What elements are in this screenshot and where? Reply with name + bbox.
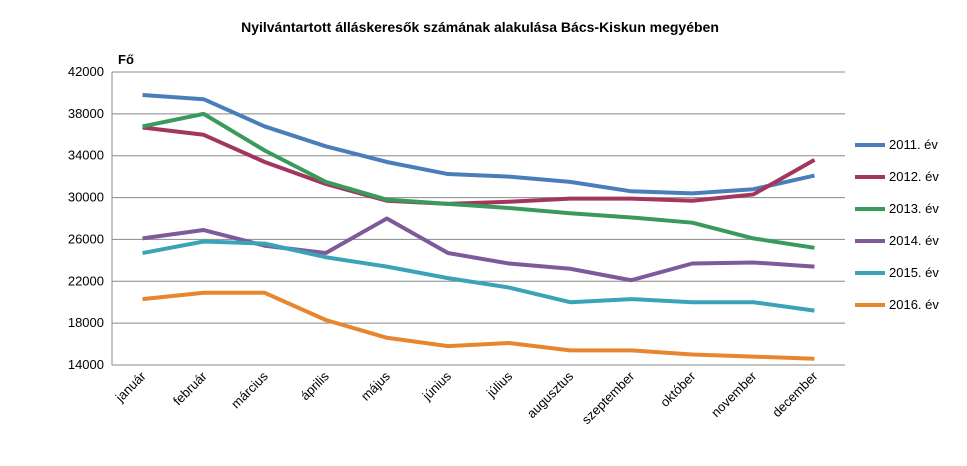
y-tick-label: 22000 <box>68 273 104 288</box>
line-series <box>142 290 815 361</box>
x-tick-label: november <box>708 368 760 420</box>
y-tick-label: 34000 <box>68 148 104 163</box>
chart-title: Nyilvántartott álláskeresők számának ala… <box>241 19 719 35</box>
x-tick-label: augusztus <box>524 368 577 421</box>
line-series <box>142 93 815 196</box>
y-tick-label: 30000 <box>68 190 104 205</box>
x-tick-label: július <box>483 368 516 401</box>
x-tick-label: szeptember <box>579 368 638 427</box>
legend-label: 2015. év <box>889 265 939 280</box>
x-tick-label: január <box>112 368 149 405</box>
legend-label: 2013. év <box>889 201 939 216</box>
legend-label: 2014. év <box>889 233 939 248</box>
x-tick-label: február <box>170 368 210 408</box>
y-tick-label: 26000 <box>68 231 104 246</box>
y-axis-label: Fő <box>118 52 134 67</box>
line-series <box>142 239 815 313</box>
x-tick-label: március <box>228 368 271 411</box>
legend-label: 2012. év <box>889 169 939 184</box>
x-tick-label: december <box>769 368 821 420</box>
y-tick-label: 18000 <box>68 315 104 330</box>
line-series <box>142 125 816 206</box>
y-tick-label: 42000 <box>68 64 104 79</box>
legend-label: 2011. év <box>889 137 938 152</box>
x-tick-label: május <box>358 368 393 403</box>
line-series <box>142 111 815 250</box>
x-tick-label: október <box>657 368 699 410</box>
legend-label: 2016. év <box>889 297 939 312</box>
x-tick-label: június <box>419 368 455 404</box>
x-tick-label: április <box>297 368 332 403</box>
y-tick-label: 14000 <box>68 357 104 372</box>
y-tick-label: 38000 <box>68 106 104 121</box>
